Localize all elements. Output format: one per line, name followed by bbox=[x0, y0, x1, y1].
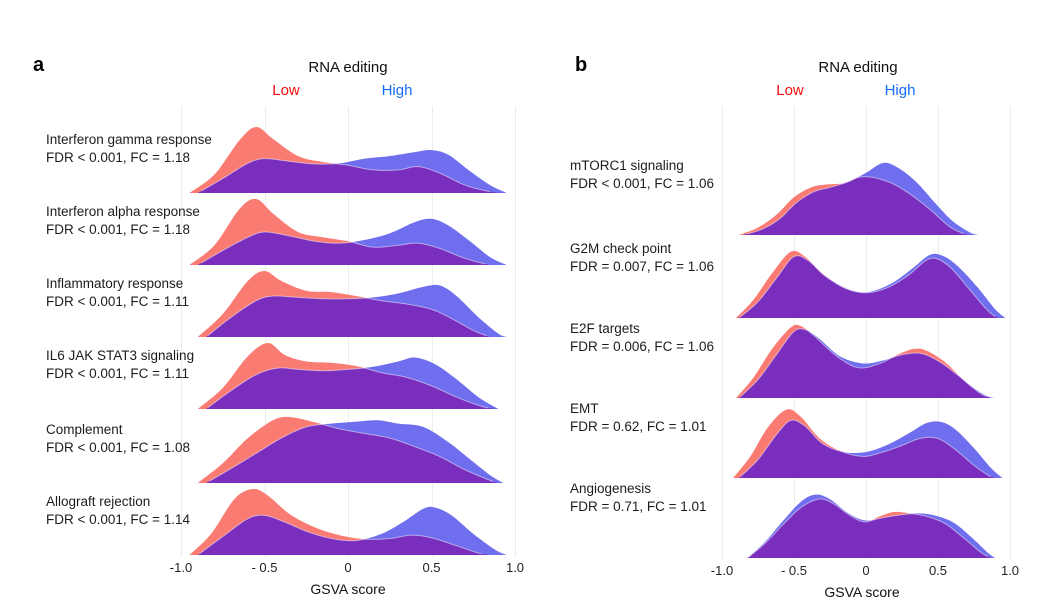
density-overlap-b-1 bbox=[704, 255, 1028, 318]
panel-b-letter: b bbox=[575, 54, 588, 76]
pathway-name: IL6 JAK STAT3 signaling bbox=[46, 348, 195, 363]
ridge-a-5 bbox=[160, 488, 536, 555]
ridge-a-0 bbox=[160, 127, 536, 193]
overlap-outline-a-0 bbox=[200, 158, 491, 193]
row-label-a-3: IL6 JAK STAT3 signaling FDR < 0.001, FC =… bbox=[46, 347, 194, 383]
ridge-a-3 bbox=[160, 343, 536, 409]
pathway-name: Interferon gamma response bbox=[46, 132, 212, 147]
row-label-b-1: G2M check point FDR = 0.007, FC = 1.06 bbox=[570, 240, 714, 276]
pathway-name: Angiogenesis bbox=[570, 481, 652, 496]
pathway-name: mTORC1 signaling bbox=[570, 158, 684, 173]
ridge-b-0 bbox=[704, 162, 1028, 235]
panel-a-xaxis-label: GSVA score bbox=[310, 581, 386, 597]
density-overlap-a-2 bbox=[160, 295, 536, 337]
density-overlap-a-1 bbox=[160, 232, 536, 265]
row-label-a-4: Complement FDR < 0.001, FC = 1.08 bbox=[46, 421, 190, 457]
pathway-name: G2M check point bbox=[570, 241, 672, 256]
panel-b-legend-title: RNA editing bbox=[818, 59, 898, 76]
ridge-a-2 bbox=[160, 271, 536, 337]
pathway-stats: FDR < 0.001, FC = 1.18 bbox=[46, 150, 191, 165]
pathway-name: Complement bbox=[46, 422, 123, 437]
ridge-b-2 bbox=[704, 324, 1028, 398]
overlap-outline-b-0 bbox=[747, 176, 965, 235]
pathway-stats: FDR < 0.001, FC = 1.11 bbox=[46, 366, 190, 381]
ridge-b-3 bbox=[704, 409, 1028, 478]
ridge-a-4 bbox=[160, 416, 536, 483]
density-overlap-b-2 bbox=[704, 328, 1028, 398]
xtick-b-1: - 0.5 bbox=[780, 563, 808, 578]
xtick-b-4: 1.0 bbox=[1000, 563, 1020, 578]
gridline bbox=[515, 106, 516, 557]
row-label-a-5: Allograft rejection FDR < 0.001, FC = 1.1… bbox=[46, 493, 190, 529]
density-overlap-a-5 bbox=[160, 515, 536, 555]
row-label-a-2: Inflammatory response FDR < 0.001, FC = 1… bbox=[46, 275, 189, 311]
xtick-b-3: 0.5 bbox=[928, 563, 948, 578]
row-label-b-0: mTORC1 signaling FDR < 0.001, FC = 1.06 bbox=[570, 157, 714, 193]
gridline bbox=[1010, 106, 1011, 560]
pathway-stats: FDR < 0.001, FC = 1.18 bbox=[46, 222, 191, 237]
pathway-name: Inflammatory response bbox=[46, 276, 184, 291]
xtick-a-4: 1.0 bbox=[505, 560, 525, 575]
panel-a-legend-low: Low bbox=[272, 82, 300, 99]
panel-b-legend-low: Low bbox=[776, 82, 804, 99]
xtick-a-3: 0.5 bbox=[422, 560, 441, 575]
ridge-b-4 bbox=[704, 494, 1028, 558]
gridline bbox=[722, 106, 723, 560]
xtick-b-2: 0 bbox=[862, 563, 870, 578]
row-label-a-0: Interferon gamma response FDR < 0.001, FC… bbox=[46, 131, 212, 167]
pathway-name: Allograft rejection bbox=[46, 494, 151, 509]
panel-b-legend-high: High bbox=[884, 82, 916, 99]
row-label-b-4: Angiogenesis FDR = 0.71, FC = 1.01 bbox=[570, 480, 707, 516]
pathway-stats: FDR < 0.001, FC = 1.08 bbox=[46, 440, 191, 455]
overlap-outline-a-3 bbox=[207, 367, 489, 409]
pathway-stats: FDR = 0.62, FC = 1.01 bbox=[570, 419, 707, 434]
pathway-stats: FDR = 0.71, FC = 1.01 bbox=[570, 499, 707, 514]
row-label-a-1: Interferon alpha response FDR < 0.001, FC… bbox=[46, 203, 200, 239]
density-overlap-b-4 bbox=[704, 498, 1028, 558]
panel-a-legend-high: High bbox=[381, 82, 413, 99]
panel-b-xaxis-label: GSVA score bbox=[824, 584, 900, 600]
xtick-a-2: 0 bbox=[344, 560, 352, 575]
overlap-outline-a-2 bbox=[207, 295, 487, 337]
density-overlap-a-3 bbox=[160, 367, 536, 409]
gridline bbox=[938, 106, 939, 560]
overlap-outline-b-3 bbox=[740, 419, 992, 478]
row-label-b-3: EMT FDR = 0.62, FC = 1.01 bbox=[570, 400, 707, 436]
pathway-name: E2F targets bbox=[570, 321, 640, 336]
gridline bbox=[181, 106, 182, 557]
pathway-name: EMT bbox=[570, 401, 599, 416]
pathway-stats: FDR < 0.001, FC = 1.06 bbox=[570, 176, 715, 191]
xtick-b-0: -1.0 bbox=[710, 563, 734, 578]
overlap-outline-b-4 bbox=[749, 498, 989, 558]
density-overlap-a-0 bbox=[160, 158, 536, 193]
density-overlap-a-4 bbox=[160, 424, 536, 483]
pathway-name: Interferon alpha response bbox=[46, 204, 200, 219]
xtick-a-1: - 0.5 bbox=[251, 560, 278, 575]
gridline bbox=[866, 106, 867, 560]
overlap-outline-a-4 bbox=[209, 423, 494, 483]
pathway-stats: FDR = 0.007, FC = 1.06 bbox=[570, 259, 715, 274]
overlap-outline-b-2 bbox=[740, 328, 988, 398]
xtick-a-0: -1.0 bbox=[169, 560, 193, 575]
pathway-stats: FDR = 0.006, FC = 1.06 bbox=[570, 339, 715, 354]
pathway-stats: FDR < 0.001, FC = 1.11 bbox=[46, 294, 190, 309]
panel-a-letter: a bbox=[33, 54, 45, 76]
overlap-outline-a-1 bbox=[200, 231, 486, 265]
pathway-stats: FDR < 0.001, FC = 1.14 bbox=[46, 512, 191, 527]
overlap-outline-b-1 bbox=[740, 255, 996, 318]
overlap-outline-a-5 bbox=[199, 514, 482, 555]
ridge-b-1 bbox=[704, 250, 1028, 318]
panel-a-legend-title: RNA editing bbox=[308, 59, 388, 76]
density-overlap-b-0 bbox=[704, 176, 1028, 235]
density-overlap-b-3 bbox=[704, 420, 1028, 478]
row-label-b-2: E2F targets FDR = 0.006, FC = 1.06 bbox=[570, 320, 714, 356]
ridge-a-1 bbox=[160, 198, 536, 265]
